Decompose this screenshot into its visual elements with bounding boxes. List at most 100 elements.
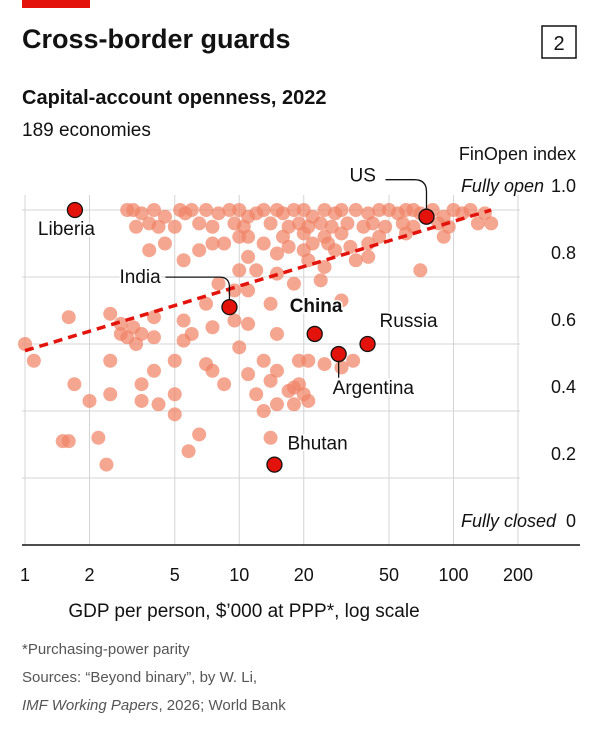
point (241, 283, 256, 298)
point (361, 249, 376, 264)
point (249, 263, 264, 278)
point (249, 387, 264, 402)
point (269, 363, 284, 378)
point (269, 246, 284, 261)
trend-line (24, 208, 492, 353)
point (67, 377, 82, 392)
point (296, 226, 311, 241)
point (334, 203, 349, 217)
point-label: China (290, 296, 343, 317)
point (205, 363, 220, 378)
point (372, 203, 387, 217)
y-tick-label: 0.2 (551, 444, 576, 464)
point (301, 393, 316, 408)
point (232, 263, 247, 278)
highlight-point (418, 208, 435, 225)
point (146, 330, 161, 345)
plot-area: 1 2 5 10 20 50 100 200 0 0.2 0.4 0.6 0.8 1.0 Fully ope… (18, 164, 580, 585)
point (61, 310, 76, 325)
point (241, 249, 256, 264)
highlight-point (66, 201, 84, 219)
point (334, 293, 349, 308)
y-tick-label: 0.6 (551, 310, 576, 330)
point (317, 259, 332, 274)
highlight-point (359, 335, 376, 353)
source: Sources: “Beyond binary”, by W. Li, (22, 669, 257, 686)
point (192, 243, 207, 258)
point (470, 216, 485, 231)
leader-line (165, 276, 231, 301)
highlight-point (221, 298, 238, 316)
point (99, 457, 114, 472)
point (317, 357, 332, 372)
point-label: Bhutan (287, 434, 347, 455)
point (217, 236, 232, 251)
point (192, 216, 207, 231)
point (256, 236, 271, 251)
point (134, 206, 149, 221)
point (313, 273, 328, 288)
y-tick-label: 0.8 (551, 243, 576, 263)
y-axis-label: FinOpen index (459, 144, 576, 164)
point (275, 206, 290, 221)
point (192, 427, 207, 442)
point-label: Russia (380, 311, 439, 332)
x-tick-label: 200 (503, 565, 533, 585)
x-tick-label: 50 (379, 565, 399, 585)
point (176, 313, 191, 328)
point (176, 253, 191, 268)
y-tick-label: 0.4 (551, 377, 576, 397)
point (103, 306, 118, 321)
point (205, 320, 220, 335)
x-tick-label: 5 (170, 565, 180, 585)
point (334, 226, 349, 241)
point (346, 353, 361, 368)
leader-line (385, 179, 428, 210)
point (103, 387, 118, 402)
point (324, 219, 339, 234)
point (167, 353, 182, 368)
point (372, 229, 387, 244)
point (157, 236, 172, 251)
point (269, 326, 284, 341)
y-tick-label: 0 (566, 511, 576, 531)
point (340, 216, 355, 231)
point (129, 219, 144, 234)
point (328, 243, 343, 258)
point (181, 444, 196, 459)
point (61, 434, 76, 449)
x-axis-label: GDP per person, $’000 at PPP*, log scale (68, 601, 419, 622)
y-annotation: Fully closed (461, 511, 557, 531)
point (151, 219, 166, 234)
point (18, 337, 32, 351)
highlight-point (330, 345, 347, 363)
point (241, 316, 256, 331)
badge-box (541, 25, 577, 59)
point (146, 203, 161, 217)
point-label: Liberia (38, 219, 95, 240)
point (205, 236, 220, 251)
point (146, 363, 161, 378)
point (113, 316, 128, 331)
point (334, 360, 349, 375)
note: 189 economies (22, 120, 151, 141)
point (286, 397, 301, 412)
point (227, 313, 242, 328)
point (157, 209, 172, 224)
point (313, 216, 328, 231)
point (151, 397, 166, 412)
point (301, 253, 316, 268)
point (317, 203, 332, 217)
x-tick-label: 20 (294, 565, 314, 585)
point (286, 276, 301, 291)
subtitle: Capital-account openness, 2022 (22, 87, 327, 109)
point (263, 296, 278, 311)
point (343, 239, 358, 254)
point (205, 219, 220, 234)
badge: 2 (553, 33, 564, 55)
point (301, 353, 316, 368)
highlight-point (266, 456, 283, 473)
point (241, 367, 256, 382)
point-label: Argentina (333, 378, 415, 399)
